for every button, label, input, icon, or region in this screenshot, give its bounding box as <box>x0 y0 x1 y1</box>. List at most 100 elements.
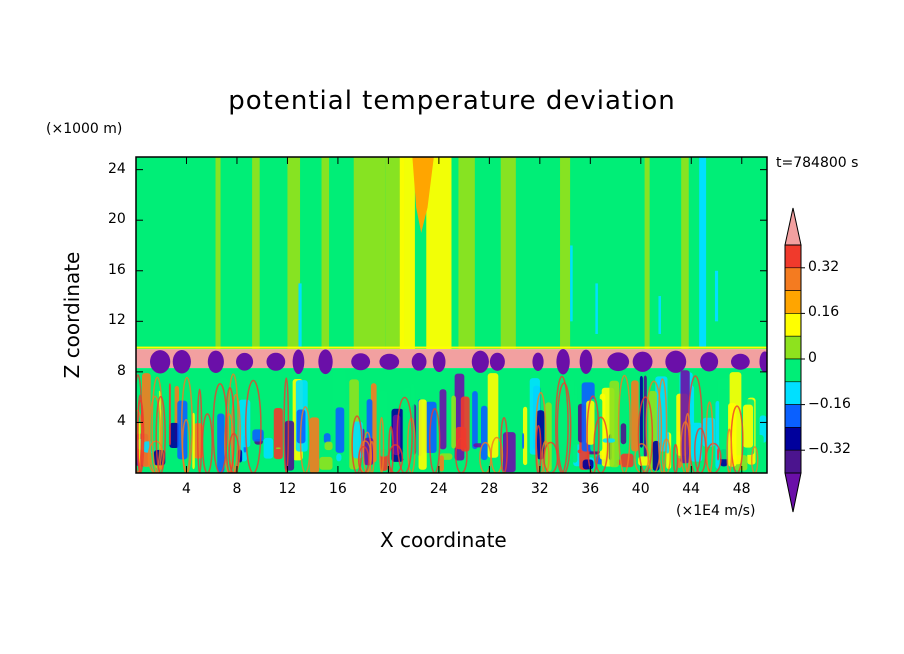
colorbar-swatch <box>784 313 802 337</box>
turbulence-swirl <box>535 424 542 473</box>
upper-streak <box>252 157 260 350</box>
turbulence-cell <box>481 405 488 461</box>
turbulence-swirl <box>586 395 600 473</box>
cold-column <box>298 283 302 347</box>
colorbar <box>784 207 805 513</box>
cold-dome <box>632 351 653 372</box>
turbulence-cell <box>309 417 320 473</box>
y-tick-label: 12 <box>108 312 126 329</box>
cold-column <box>699 157 707 347</box>
turbulence-cell <box>336 453 342 462</box>
y-tick-label: 20 <box>108 211 126 228</box>
cold-dome <box>700 352 719 372</box>
upper-streak <box>321 157 330 350</box>
x-tick-label: 4 <box>181 481 191 497</box>
x-tick-label: 28 <box>480 481 499 497</box>
cold-dome <box>665 350 687 373</box>
upper-streak <box>353 157 386 350</box>
colorbar-label: −0.16 <box>808 395 851 412</box>
x-tick-label: 48 <box>732 481 751 497</box>
turbulence-swirl <box>357 445 370 473</box>
turbulence-cell <box>620 453 634 468</box>
turbulence-cell <box>451 395 456 449</box>
y-tick-label: 4 <box>117 413 126 430</box>
turbulence-cell <box>609 380 620 468</box>
upper-streak <box>399 157 415 350</box>
colorbar-swatch <box>784 358 802 383</box>
time-label: t=784800 s <box>776 155 859 171</box>
turbulence-cell <box>238 399 251 448</box>
plot-frame <box>135 156 768 474</box>
axis-ticks <box>136 157 767 473</box>
turbulence-swirl <box>244 379 262 473</box>
turbulence-cell <box>472 390 478 450</box>
y-axis-unit: (×1000 m) <box>46 121 123 137</box>
turbulence-cell <box>502 432 516 473</box>
colorbar-top-arrow <box>784 207 802 246</box>
upper-streak <box>681 157 689 350</box>
turbulence-cell <box>418 399 427 470</box>
turbulence-cell <box>439 455 444 472</box>
turbulence-cell <box>639 375 643 448</box>
turbulence-swirl <box>687 375 703 473</box>
turbulence-cell <box>728 402 737 467</box>
x-tick-label: 40 <box>631 481 650 497</box>
turbulence-swirl <box>137 394 143 473</box>
turbulence-cell <box>379 391 388 457</box>
turbulence-cell <box>169 422 180 448</box>
turbulence-cell <box>284 420 295 471</box>
x-tick-label: 16 <box>328 481 347 497</box>
turbulence-swirl <box>196 388 203 473</box>
turbulence-cell <box>324 441 333 451</box>
turbulence-cell <box>217 413 225 473</box>
turbulence-cell <box>690 422 703 462</box>
turbulence-cell <box>572 394 578 463</box>
turbulence-cell <box>275 447 281 449</box>
turbulence-cell <box>192 412 195 470</box>
cold-dome <box>318 349 333 375</box>
turbulence-cell <box>602 438 616 443</box>
colorbar-label: 0 <box>808 350 817 366</box>
colorbar-label: 0.16 <box>808 304 840 321</box>
turbulence-swirl <box>694 427 707 473</box>
colorbar-swatch <box>784 335 802 360</box>
y-tick-label: 16 <box>108 261 126 278</box>
cold-column <box>714 270 719 322</box>
turbulence-cell <box>273 407 283 460</box>
turbulence-cell <box>522 432 525 449</box>
turbulence-cell <box>756 434 764 457</box>
turbulence-swirl <box>645 380 663 473</box>
turbulence-cell <box>631 380 639 452</box>
turbulence-swirl <box>684 412 691 473</box>
cold-dome <box>351 353 371 371</box>
turbulence-cell <box>460 396 470 452</box>
x-tick-label: 12 <box>278 481 297 497</box>
upper-streak <box>560 157 571 350</box>
x-axis-unit: (×1E4 m/s) <box>676 503 756 519</box>
cold-dome <box>471 350 489 373</box>
turbulence-cell <box>545 402 552 472</box>
turbulence-cell <box>620 423 627 445</box>
turbulence-cell <box>439 389 447 450</box>
cold-column <box>658 296 661 334</box>
y-tick-label: 8 <box>117 362 126 379</box>
colorbar-swatch <box>784 404 802 428</box>
cold-dome <box>292 349 305 375</box>
cold-dome <box>432 351 446 373</box>
turbulence-swirl <box>224 413 234 473</box>
cold-column <box>570 245 573 322</box>
upper-layer <box>136 157 767 350</box>
cold-column <box>595 283 598 334</box>
upper-streak <box>458 157 475 350</box>
turbulence-swirl <box>705 401 714 473</box>
colorbar-swatch <box>784 427 802 451</box>
turbulence-cell <box>335 407 345 453</box>
turbulence-swirl <box>396 396 413 473</box>
turbulence-swirl <box>283 377 290 473</box>
turbulence-cell <box>319 456 333 470</box>
cold-dome <box>489 352 505 371</box>
cold-dome <box>236 352 254 371</box>
upper-streak <box>287 157 301 350</box>
upper-streak <box>215 157 221 350</box>
